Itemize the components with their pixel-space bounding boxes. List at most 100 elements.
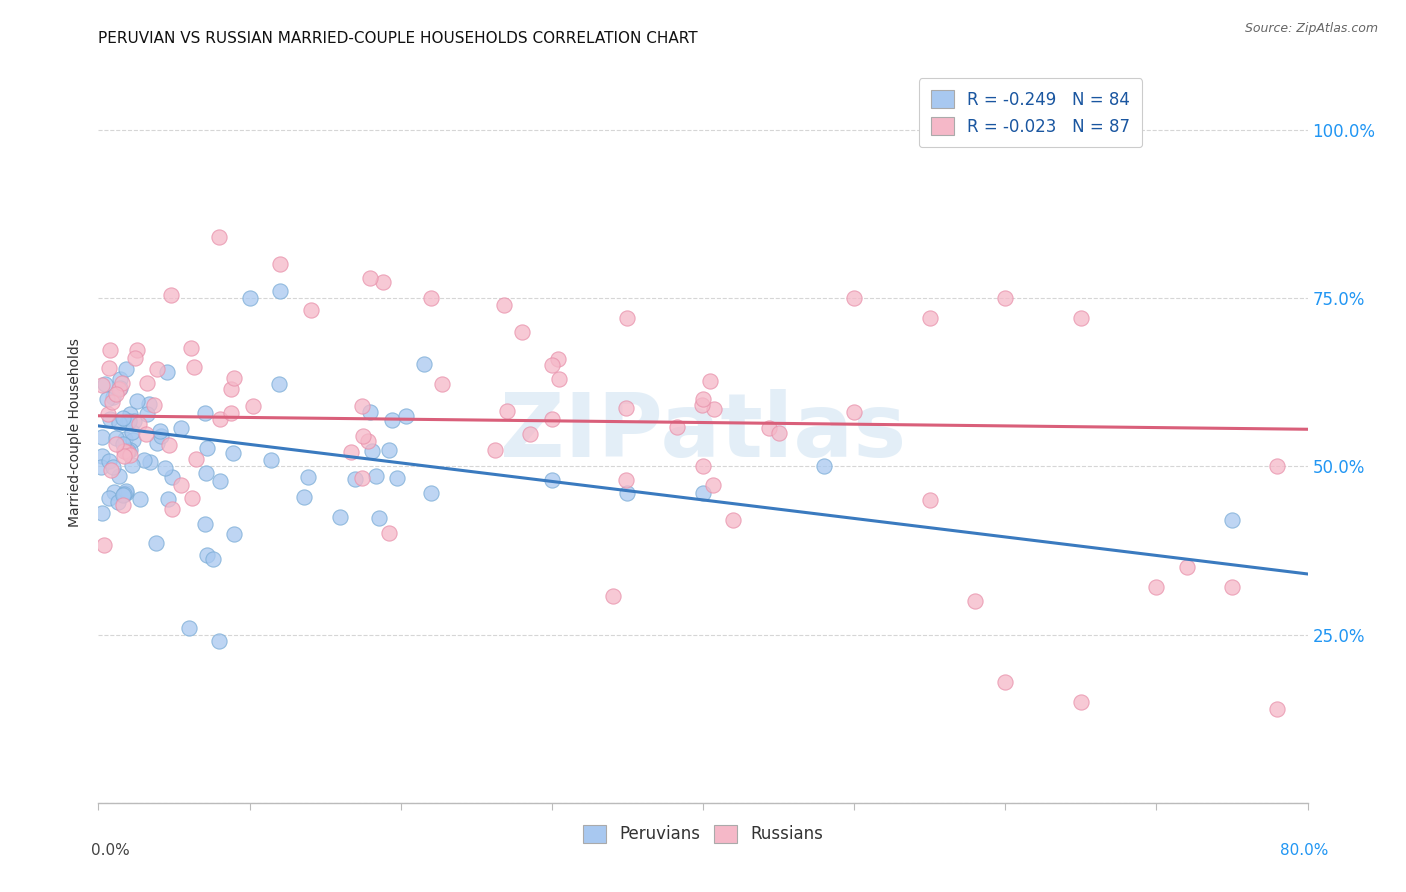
Point [184,452,207,467]
Point [145,436,167,450]
Point [105,437,128,451]
Point [195,548,218,562]
Point [360,270,382,285]
Point [297,470,319,484]
Point [343,472,366,486]
Point [104,431,127,445]
Legend: Peruvians, Russians: Peruvians, Russians [576,818,830,850]
Point [260,453,283,467]
Point [844,291,866,305]
Point [98,343,121,357]
Point [299,303,322,318]
Point [918,492,941,507]
Point [94,377,117,392]
Point [121,458,143,472]
Point [1144,581,1167,595]
Point [360,444,382,458]
Point [180,491,202,505]
Point [111,499,134,513]
Point [97,454,120,468]
Point [103,484,125,499]
Point [510,325,533,339]
Point [100,463,122,477]
Point [104,387,127,401]
Point [994,674,1017,689]
Point [101,395,124,409]
Point [149,424,172,438]
Point [1267,701,1289,715]
Point [699,374,721,388]
Point [145,535,167,549]
Point [420,291,443,305]
Point [90,450,112,464]
Point [101,390,124,404]
Point [1070,311,1092,326]
Point [692,486,714,500]
Point [1220,513,1243,527]
Point [156,365,179,379]
Point [340,445,363,459]
Point [484,443,506,458]
Point [114,485,136,500]
Point [702,478,724,492]
Point [432,376,454,391]
Point [616,486,638,500]
Point [107,382,129,396]
Point [98,361,121,376]
Point [118,443,141,458]
Point [108,381,131,395]
Point [208,634,231,648]
Text: 80.0%: 80.0% [1281,843,1329,858]
Text: ZIPatlas: ZIPatlas [501,389,905,476]
Point [115,483,138,498]
Point [112,449,135,463]
Point [138,397,160,411]
Point [132,453,155,467]
Point [96,392,118,407]
Point [91,430,114,444]
Point [269,257,291,271]
Point [160,501,183,516]
Point [360,405,382,419]
Point [222,371,245,385]
Point [758,421,780,435]
Point [197,441,219,455]
Point [496,404,519,418]
Point [1267,459,1289,474]
Point [723,513,745,527]
Point [377,526,399,541]
Point [127,343,149,357]
Text: 0.0%: 0.0% [91,843,131,858]
Point [413,357,436,371]
Point [201,552,224,566]
Point [844,405,866,419]
Point [150,429,173,443]
Point [110,376,132,390]
Point [420,486,443,500]
Point [371,275,394,289]
Point [135,427,157,442]
Point [352,429,374,443]
Point [108,371,131,385]
Point [813,459,835,474]
Point [122,434,145,448]
Point [108,469,131,483]
Point [93,538,115,552]
Point [1175,560,1198,574]
Point [1220,581,1243,595]
Point [222,446,245,460]
Point [115,415,138,429]
Point [124,414,146,428]
Point [352,471,374,485]
Point [136,376,159,390]
Point [540,359,562,373]
Point [101,459,124,474]
Point [665,420,688,434]
Point [143,398,166,412]
Point [139,455,162,469]
Point [129,492,152,507]
Point [918,311,941,326]
Point [994,291,1017,305]
Point [357,434,380,448]
Point [98,411,121,425]
